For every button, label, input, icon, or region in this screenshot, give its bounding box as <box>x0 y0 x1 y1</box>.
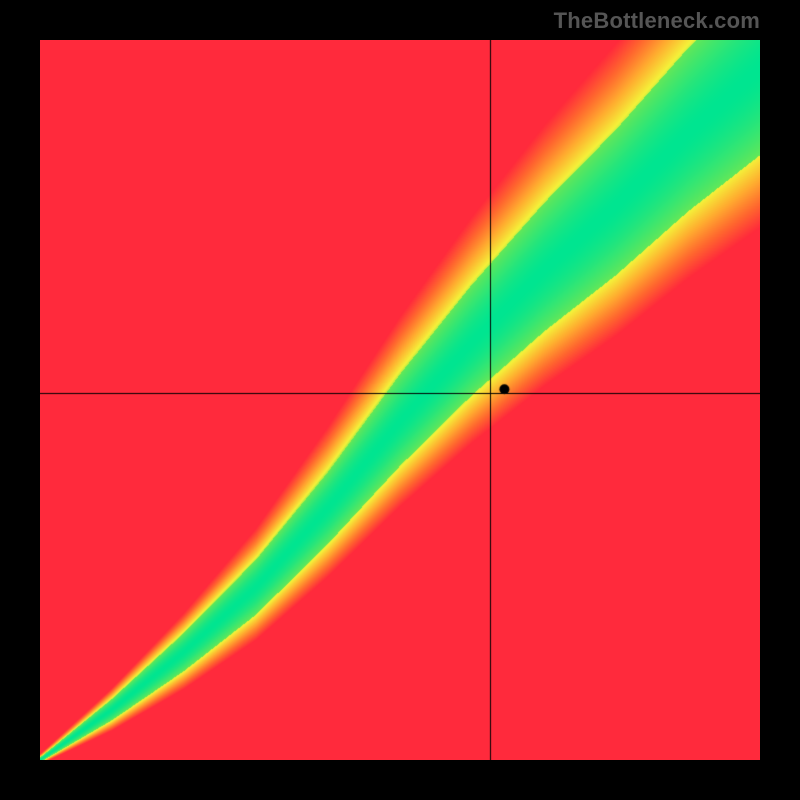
heatmap-plot <box>40 40 760 760</box>
chart-frame: TheBottleneck.com <box>0 0 800 800</box>
heatmap-canvas <box>40 40 760 760</box>
source-watermark: TheBottleneck.com <box>554 8 760 34</box>
